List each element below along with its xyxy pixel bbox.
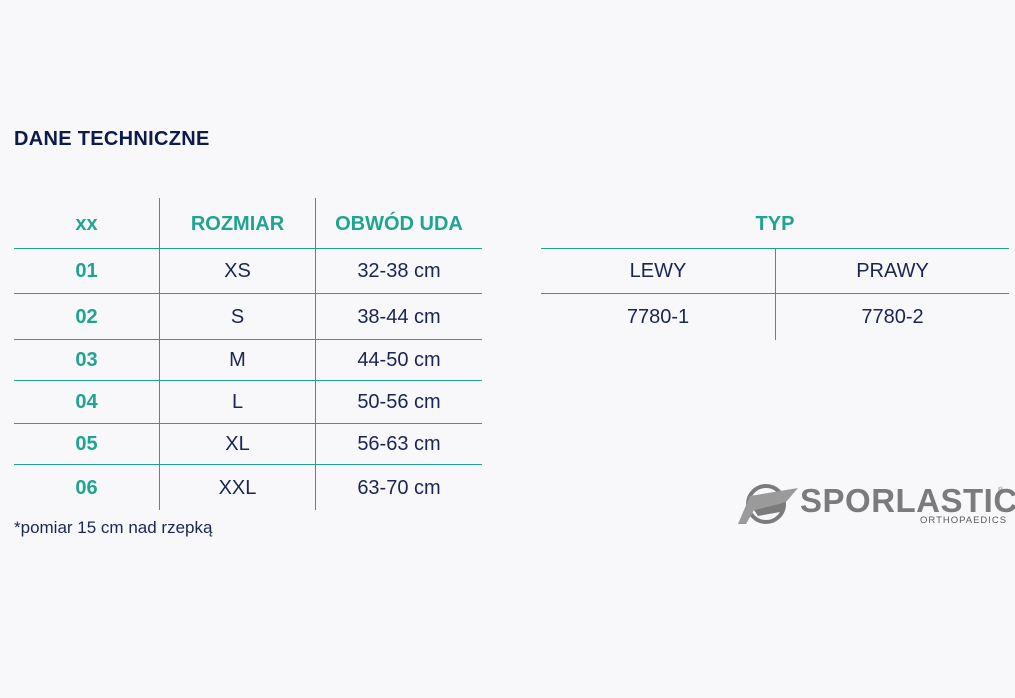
logo-mark-icon [738, 484, 798, 524]
table-row-code: 02 [75, 305, 98, 328]
divider [14, 339, 482, 340]
divider [775, 249, 776, 340]
divider [14, 423, 482, 424]
table-row-range: 50-56 cm [357, 390, 441, 413]
column-lewy: LEWY [629, 260, 687, 282]
table-row-range: 38-44 cm [357, 305, 441, 328]
table-row-range: 63-70 cm [357, 476, 441, 499]
table-row-size: XS [224, 260, 251, 282]
header-obwod-uda: OBWÓD UDA [335, 212, 463, 235]
header-rozmiar: ROZMIAR [190, 212, 285, 235]
table-row-size: XXL [218, 476, 257, 499]
table-row-code: 03 [75, 348, 98, 371]
logo-name: SPORLASTIC [800, 482, 1015, 519]
header-typ: TYP [755, 212, 795, 235]
divider [14, 464, 482, 465]
code-right: 7780-2 [861, 305, 924, 328]
table-row-size: XL [225, 432, 250, 455]
divider [14, 293, 482, 294]
table-row-code: 05 [75, 432, 98, 455]
divider [159, 198, 160, 510]
sporlastic-logo: SPORLASTIC ® ORTHOPAEDICS [736, 482, 1015, 528]
divider [541, 248, 1009, 249]
table-row-code: 01 [75, 260, 98, 282]
divider [315, 198, 316, 510]
table-row-range: 56-63 cm [357, 432, 441, 455]
logo-sub: ORTHOPAEDICS [920, 515, 1008, 526]
divider [14, 380, 482, 381]
table-row-range: 32-38 cm [357, 260, 441, 282]
table-row-code: 06 [75, 476, 98, 499]
page-title: DANE TECHNICZNE [14, 128, 210, 150]
table-row-size: S [230, 305, 245, 328]
table-row-size: L [231, 390, 244, 413]
footnote: *pomiar 15 cm nad rzepką [14, 518, 213, 537]
table-row-size: M [229, 348, 246, 371]
code-left: 7780-1 [626, 305, 690, 328]
divider [14, 248, 482, 249]
table-row-code: 04 [75, 390, 98, 413]
logo-registered: ® [998, 487, 1004, 494]
header-xx: xx [75, 212, 98, 235]
column-prawy: PRAWY [856, 260, 929, 282]
table-row-range: 44-50 cm [357, 348, 441, 371]
